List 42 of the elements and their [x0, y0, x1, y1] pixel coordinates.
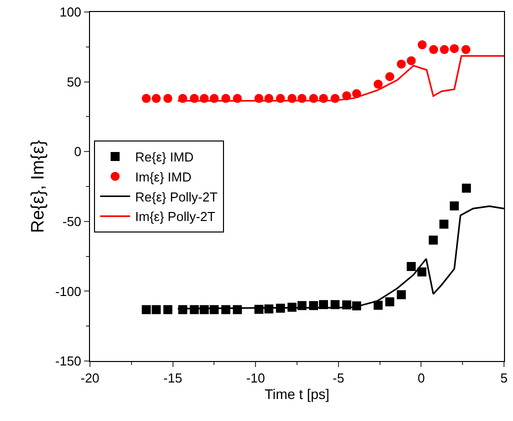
point	[440, 45, 449, 54]
x-tick-label: -20	[80, 370, 100, 386]
point	[418, 40, 427, 50]
point	[450, 201, 459, 210]
point	[152, 305, 161, 314]
y-tick-label: 100	[60, 4, 82, 20]
point	[406, 56, 416, 66]
point	[396, 60, 406, 69]
x-tick-label: -5	[332, 370, 344, 386]
point	[163, 94, 172, 103]
point	[374, 300, 383, 310]
point	[374, 80, 383, 89]
x-tick-label: 5	[500, 370, 508, 386]
x-tick-label: -15	[163, 370, 182, 386]
point	[163, 305, 172, 314]
point	[385, 297, 394, 306]
legend-label: Re{ε} Polly-2T	[135, 189, 218, 204]
y-tick-label: 50	[66, 74, 82, 90]
point	[152, 94, 161, 103]
point	[461, 45, 470, 54]
point	[439, 220, 448, 229]
y-tick-label: -100	[55, 284, 82, 299]
y-tick-label: -150	[55, 354, 82, 369]
legend-label: Re{ε} IMD	[135, 150, 194, 165]
point	[462, 184, 471, 193]
point	[396, 290, 406, 300]
legend-label: Im{ε} Polly-2T	[135, 209, 216, 224]
point	[142, 305, 151, 314]
x-tick-label: -10	[246, 370, 265, 386]
point	[428, 236, 438, 245]
x-axis-title: Time t [ps]	[264, 386, 330, 402]
legend-label: Im{ε} IMD	[135, 169, 192, 184]
y-tick-label: 0	[74, 144, 82, 160]
point	[406, 262, 416, 271]
point	[142, 94, 151, 103]
point	[450, 44, 459, 54]
y-tick-label: -50	[62, 214, 82, 229]
x-tick-label: 0	[418, 370, 425, 386]
point	[429, 45, 438, 54]
y-axis-title: Re{ε}, Im{ε}	[27, 140, 48, 234]
point	[417, 267, 426, 276]
point	[385, 72, 394, 82]
